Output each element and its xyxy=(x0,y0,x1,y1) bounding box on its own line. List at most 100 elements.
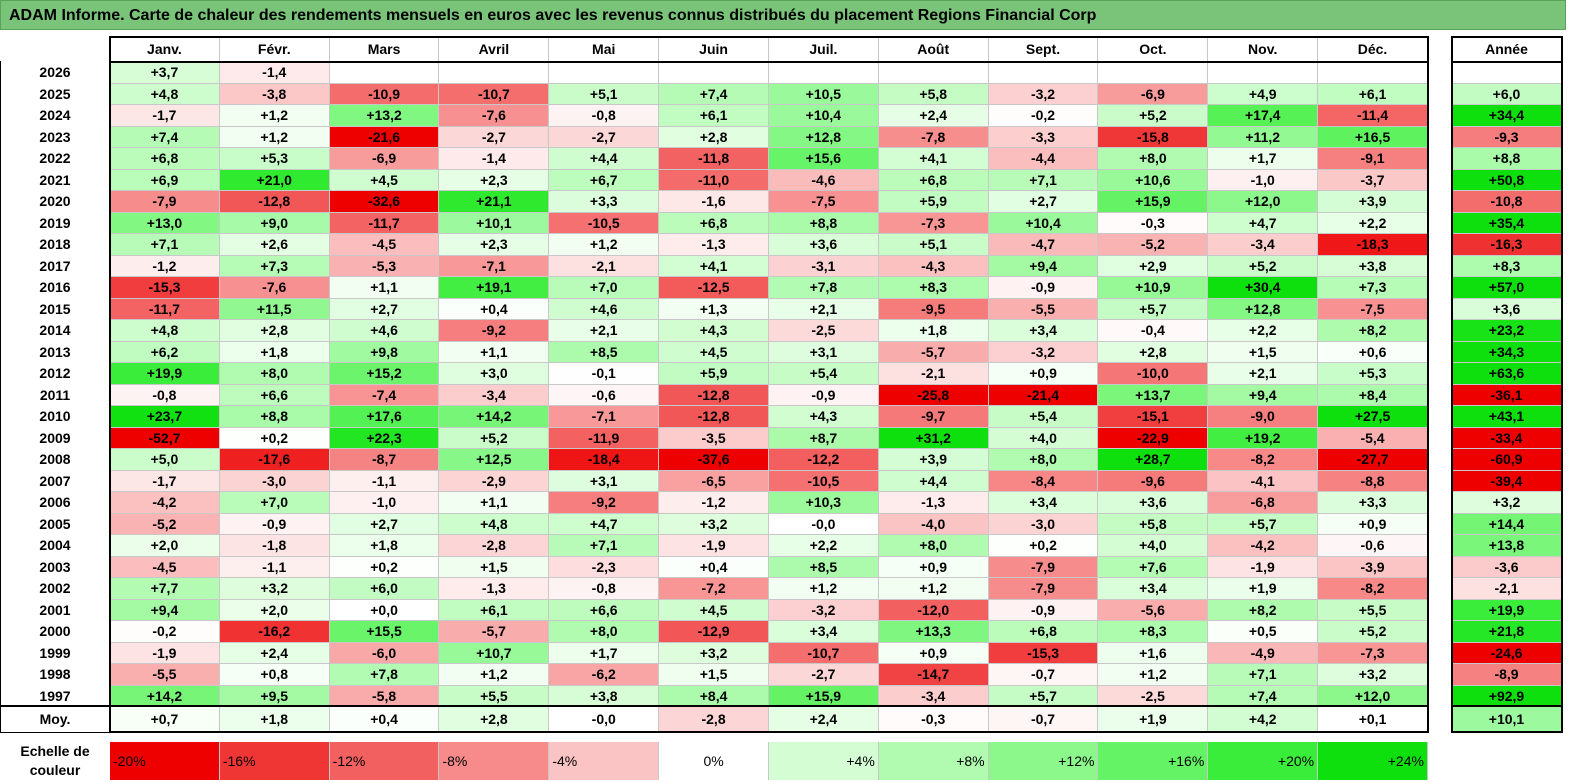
heatmap-cell: +4,7 xyxy=(549,513,660,535)
heatmap-cell: -11,8 xyxy=(659,148,769,170)
year-label: 2019 xyxy=(39,214,71,231)
heatmap-cell: +1,1 xyxy=(329,277,440,299)
average-cell: +0,4 xyxy=(329,706,440,732)
heatmap-cell: +3,2 xyxy=(659,642,769,664)
heatmap-cell: +8,0 xyxy=(1098,148,1209,170)
heatmap-cell: -6,2 xyxy=(549,664,660,686)
month-header: Juin xyxy=(659,37,769,62)
annual-cell: +35,4 xyxy=(1452,212,1562,234)
heatmap-cell: +3,6 xyxy=(1098,492,1209,514)
heatmap-cell: -9,0 xyxy=(1208,406,1319,428)
heatmap-cell xyxy=(1098,62,1209,84)
heatmap-cell: +13,3 xyxy=(878,621,989,643)
heatmap-cell: -5,2 xyxy=(110,513,220,535)
heatmap-cell: -3,3 xyxy=(988,126,1099,148)
annual-cell: +13,8 xyxy=(1452,535,1562,557)
heatmap-cell: +1,2 xyxy=(219,105,330,127)
heatmap-cell: +6,7 xyxy=(549,169,660,191)
heatmap-cell: -4,2 xyxy=(110,492,220,514)
average-cell: +1,9 xyxy=(1098,706,1209,732)
heatmap-cell: -4,6 xyxy=(768,169,879,191)
heatmap-cell: +5,0 xyxy=(110,449,220,471)
heatmap-cell: +21,1 xyxy=(439,191,550,213)
heatmap-cell: +7,1 xyxy=(110,234,220,256)
heatmap-cell: +7,0 xyxy=(549,277,660,299)
heatmap-cell: -0,9 xyxy=(988,277,1099,299)
heatmap-cell: +2,3 xyxy=(439,234,550,256)
heatmap-cell: -8,7 xyxy=(329,449,440,471)
heatmap-cell: +1,2 xyxy=(439,664,550,686)
heatmap-cell: -1,1 xyxy=(329,470,440,492)
heatmap-cell: +4,3 xyxy=(659,320,769,342)
heatmap-cell: +8,3 xyxy=(878,277,989,299)
heatmap-cell: -6,5 xyxy=(659,470,769,492)
heatmap-cell: +4,6 xyxy=(549,298,660,320)
heatmap-cell: -3,2 xyxy=(768,599,879,621)
annual-cell: +50,8 xyxy=(1452,169,1562,191)
heatmap-cell xyxy=(878,62,989,84)
annual-cell: +23,2 xyxy=(1452,320,1562,342)
heatmap-cell: -2,9 xyxy=(439,470,550,492)
heatmap-cell: -4,7 xyxy=(988,234,1099,256)
heatmap-cell: -0,8 xyxy=(549,578,660,600)
heatmap-cell: -2,7 xyxy=(768,664,879,686)
heatmap-cell: +10,4 xyxy=(768,105,879,127)
year-label: 2007 xyxy=(39,472,71,489)
heatmap-cell: -4,0 xyxy=(878,513,989,535)
heatmap-cell: -5,4 xyxy=(1318,427,1428,449)
heatmap-cell: -3,5 xyxy=(659,427,769,449)
heatmap-cell: +0,5 xyxy=(1208,621,1319,643)
heatmap-cell: +10,6 xyxy=(1098,169,1209,191)
heatmap-cell: +2,2 xyxy=(1208,320,1319,342)
year-label: 2000 xyxy=(39,623,71,639)
heatmap-cell: +5,8 xyxy=(878,83,989,105)
heatmap-cell: -7,3 xyxy=(878,212,989,234)
heatmap-cell: +8,5 xyxy=(549,341,660,363)
heatmap-cell: +10,5 xyxy=(768,83,879,105)
heatmap-cell: +0,2 xyxy=(988,535,1099,557)
heatmap-cell: -9,6 xyxy=(1098,470,1209,492)
heatmap-cell: +3,2 xyxy=(1318,664,1428,686)
heatmap-cell: +6,1 xyxy=(439,599,550,621)
heatmap-cell: +2,4 xyxy=(219,642,330,664)
heatmap-cell: -27,7 xyxy=(1318,449,1428,471)
heatmap-cell: +7,1 xyxy=(1208,664,1319,686)
heatmap-cell: +10,7 xyxy=(439,642,550,664)
month-header: Sept. xyxy=(989,37,1099,62)
heatmap-cell: -5,6 xyxy=(1098,599,1209,621)
heatmap-cell: -1,1 xyxy=(219,556,330,578)
average-cell: +2,4 xyxy=(768,706,879,732)
heatmap-cell: +16,5 xyxy=(1318,126,1428,148)
heatmap-cell: +15,5 xyxy=(329,621,440,643)
year-label: 2018 xyxy=(39,236,71,252)
heatmap-cell: -15,3 xyxy=(110,277,220,299)
heatmap-cell: -9,2 xyxy=(549,492,660,514)
year-label: 2008 xyxy=(39,451,71,467)
heatmap-cell: +6,8 xyxy=(988,621,1099,643)
heatmap-cell: +1,2 xyxy=(219,126,330,148)
heatmap-cell: +15,6 xyxy=(768,148,879,170)
annual-cell: -3,6 xyxy=(1452,556,1562,578)
month-header: Avril xyxy=(439,37,550,62)
heatmap-cell: +7,4 xyxy=(110,126,220,148)
year-label: 2001 xyxy=(39,601,71,618)
heatmap-cell: -4,9 xyxy=(1208,642,1319,664)
scale-swatch: 0% xyxy=(659,742,769,780)
heatmap-cell: +2,1 xyxy=(1208,363,1319,385)
heatmap-cell: +31,2 xyxy=(878,427,989,449)
heatmap-cell: -0,0 xyxy=(768,513,879,535)
heatmap-cell: -4,2 xyxy=(1208,535,1319,557)
heatmap-cell: +4,5 xyxy=(329,169,440,191)
heatmap-cell: -18,3 xyxy=(1318,234,1428,256)
heatmap-cell: +8,0 xyxy=(549,621,660,643)
heatmap-cell: +4,0 xyxy=(1098,535,1209,557)
heatmap-cell: +3,0 xyxy=(439,363,550,385)
heatmap-cell: +7,7 xyxy=(110,578,220,600)
scale-swatch: -12% xyxy=(329,742,440,780)
heatmap-cell: +7,8 xyxy=(768,277,879,299)
heatmap-cell: -1,0 xyxy=(329,492,440,514)
heatmap-cell: -3,0 xyxy=(988,513,1099,535)
heatmap-cell: +2,9 xyxy=(1098,255,1209,277)
heatmap-cell: -2,8 xyxy=(439,535,550,557)
heatmap-cell: -5,5 xyxy=(988,298,1099,320)
